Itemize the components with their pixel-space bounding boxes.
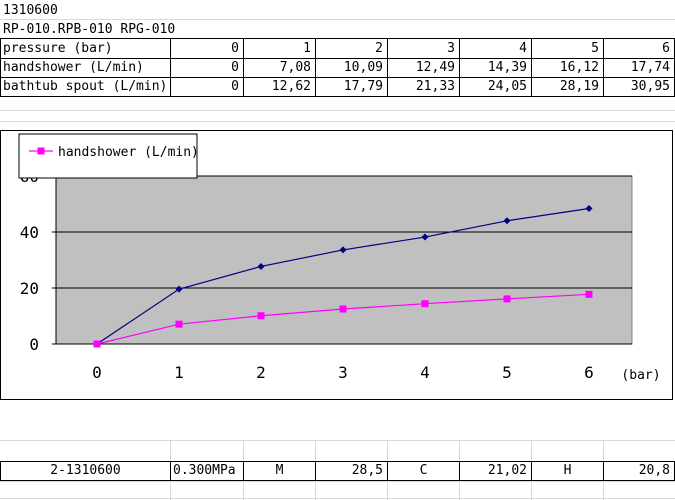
y-tick-label-0: 0 xyxy=(29,335,39,354)
legend-marker-1 xyxy=(37,147,45,155)
bottom-cell-model: 2-1310600 xyxy=(50,463,121,478)
bottom-cell-h: H xyxy=(563,463,572,478)
series-0-point-5 xyxy=(503,217,511,225)
series-0-point-6 xyxy=(585,204,593,212)
bottom-cell-m-value: 28,5 xyxy=(351,463,383,478)
flow-rate-chart: 02040600123456(bar)handshower (L/min) xyxy=(18,133,661,383)
bottom-cell-c-value: 21,02 xyxy=(487,463,527,478)
bottom-cell-h-value: 20,8 xyxy=(638,463,670,478)
handshower-4: 14,39 xyxy=(487,60,527,75)
bathtub-0: 0 xyxy=(231,79,239,94)
pressure-0: 0 xyxy=(231,41,239,56)
pressure-3: 3 xyxy=(447,41,455,56)
chart-container[interactable]: 02040600123456(bar)handshower (L/min) xyxy=(0,130,673,400)
series-1-point-3 xyxy=(339,305,347,313)
y-tick-label-20: 20 xyxy=(20,279,39,298)
series-0-point-3 xyxy=(339,246,347,254)
x-tick-label-2: 2 xyxy=(256,363,266,382)
x-tick-label-4: 4 xyxy=(420,363,430,382)
series-1-point-2 xyxy=(257,312,265,320)
handshower-6: 17,74 xyxy=(630,60,670,75)
plot-area xyxy=(55,175,633,345)
bathtub-3: 21,33 xyxy=(415,79,455,94)
handshower-5: 16,12 xyxy=(559,60,599,75)
bottom-cell-pressure: 0.300MPa xyxy=(173,463,236,478)
bathtub-2: 17,79 xyxy=(343,79,383,94)
row-label-bathtub: bathtub spout (L/min) xyxy=(3,79,168,94)
bottom-cell-m: M xyxy=(275,463,284,478)
series-1-point-5 xyxy=(503,295,511,303)
bathtub-5: 28,19 xyxy=(559,79,599,94)
handshower-1: 7,08 xyxy=(279,60,311,75)
pressure-4: 4 xyxy=(519,41,527,56)
bathtub-1: 12,62 xyxy=(271,79,311,94)
header-code: 1310600 xyxy=(3,3,58,18)
pressure-1: 1 xyxy=(303,41,311,56)
series-0-point-1 xyxy=(175,285,183,293)
handshower-2: 10,09 xyxy=(343,60,383,75)
pressure-2: 2 xyxy=(375,41,383,56)
x-tick-label-1: 1 xyxy=(174,363,184,382)
series-0-point-2 xyxy=(257,262,265,270)
series-1-point-1 xyxy=(175,320,183,328)
legend-label-1: handshower (L/min) xyxy=(58,145,199,160)
series-1-point-4 xyxy=(421,300,429,308)
handshower-0: 0 xyxy=(231,60,239,75)
pressure-5: 5 xyxy=(591,41,599,56)
x-tick-label-5: 5 xyxy=(502,363,512,382)
series-1-point-0 xyxy=(93,340,101,348)
x-tick-label-0: 0 xyxy=(92,363,102,382)
y-tick-label-40: 40 xyxy=(20,223,39,242)
legend xyxy=(18,133,198,179)
series-1-point-6 xyxy=(585,290,593,298)
x-tick-label-3: 3 xyxy=(338,363,348,382)
bathtub-4: 24,05 xyxy=(487,79,527,94)
row-label-handshower: handshower (L/min) xyxy=(3,60,144,75)
series-0-point-4 xyxy=(421,233,429,241)
row-label-pressure: pressure (bar) xyxy=(3,41,113,56)
pressure-6: 6 xyxy=(662,41,670,56)
x-tick-label-6: 6 xyxy=(584,363,594,382)
header-models: RP-010.RPB-010 RPG-010 xyxy=(3,22,176,37)
x-axis-label: (bar) xyxy=(621,368,660,383)
bottom-cell-c: C xyxy=(419,463,428,478)
bathtub-6: 30,95 xyxy=(630,79,670,94)
handshower-3: 12,49 xyxy=(415,60,455,75)
